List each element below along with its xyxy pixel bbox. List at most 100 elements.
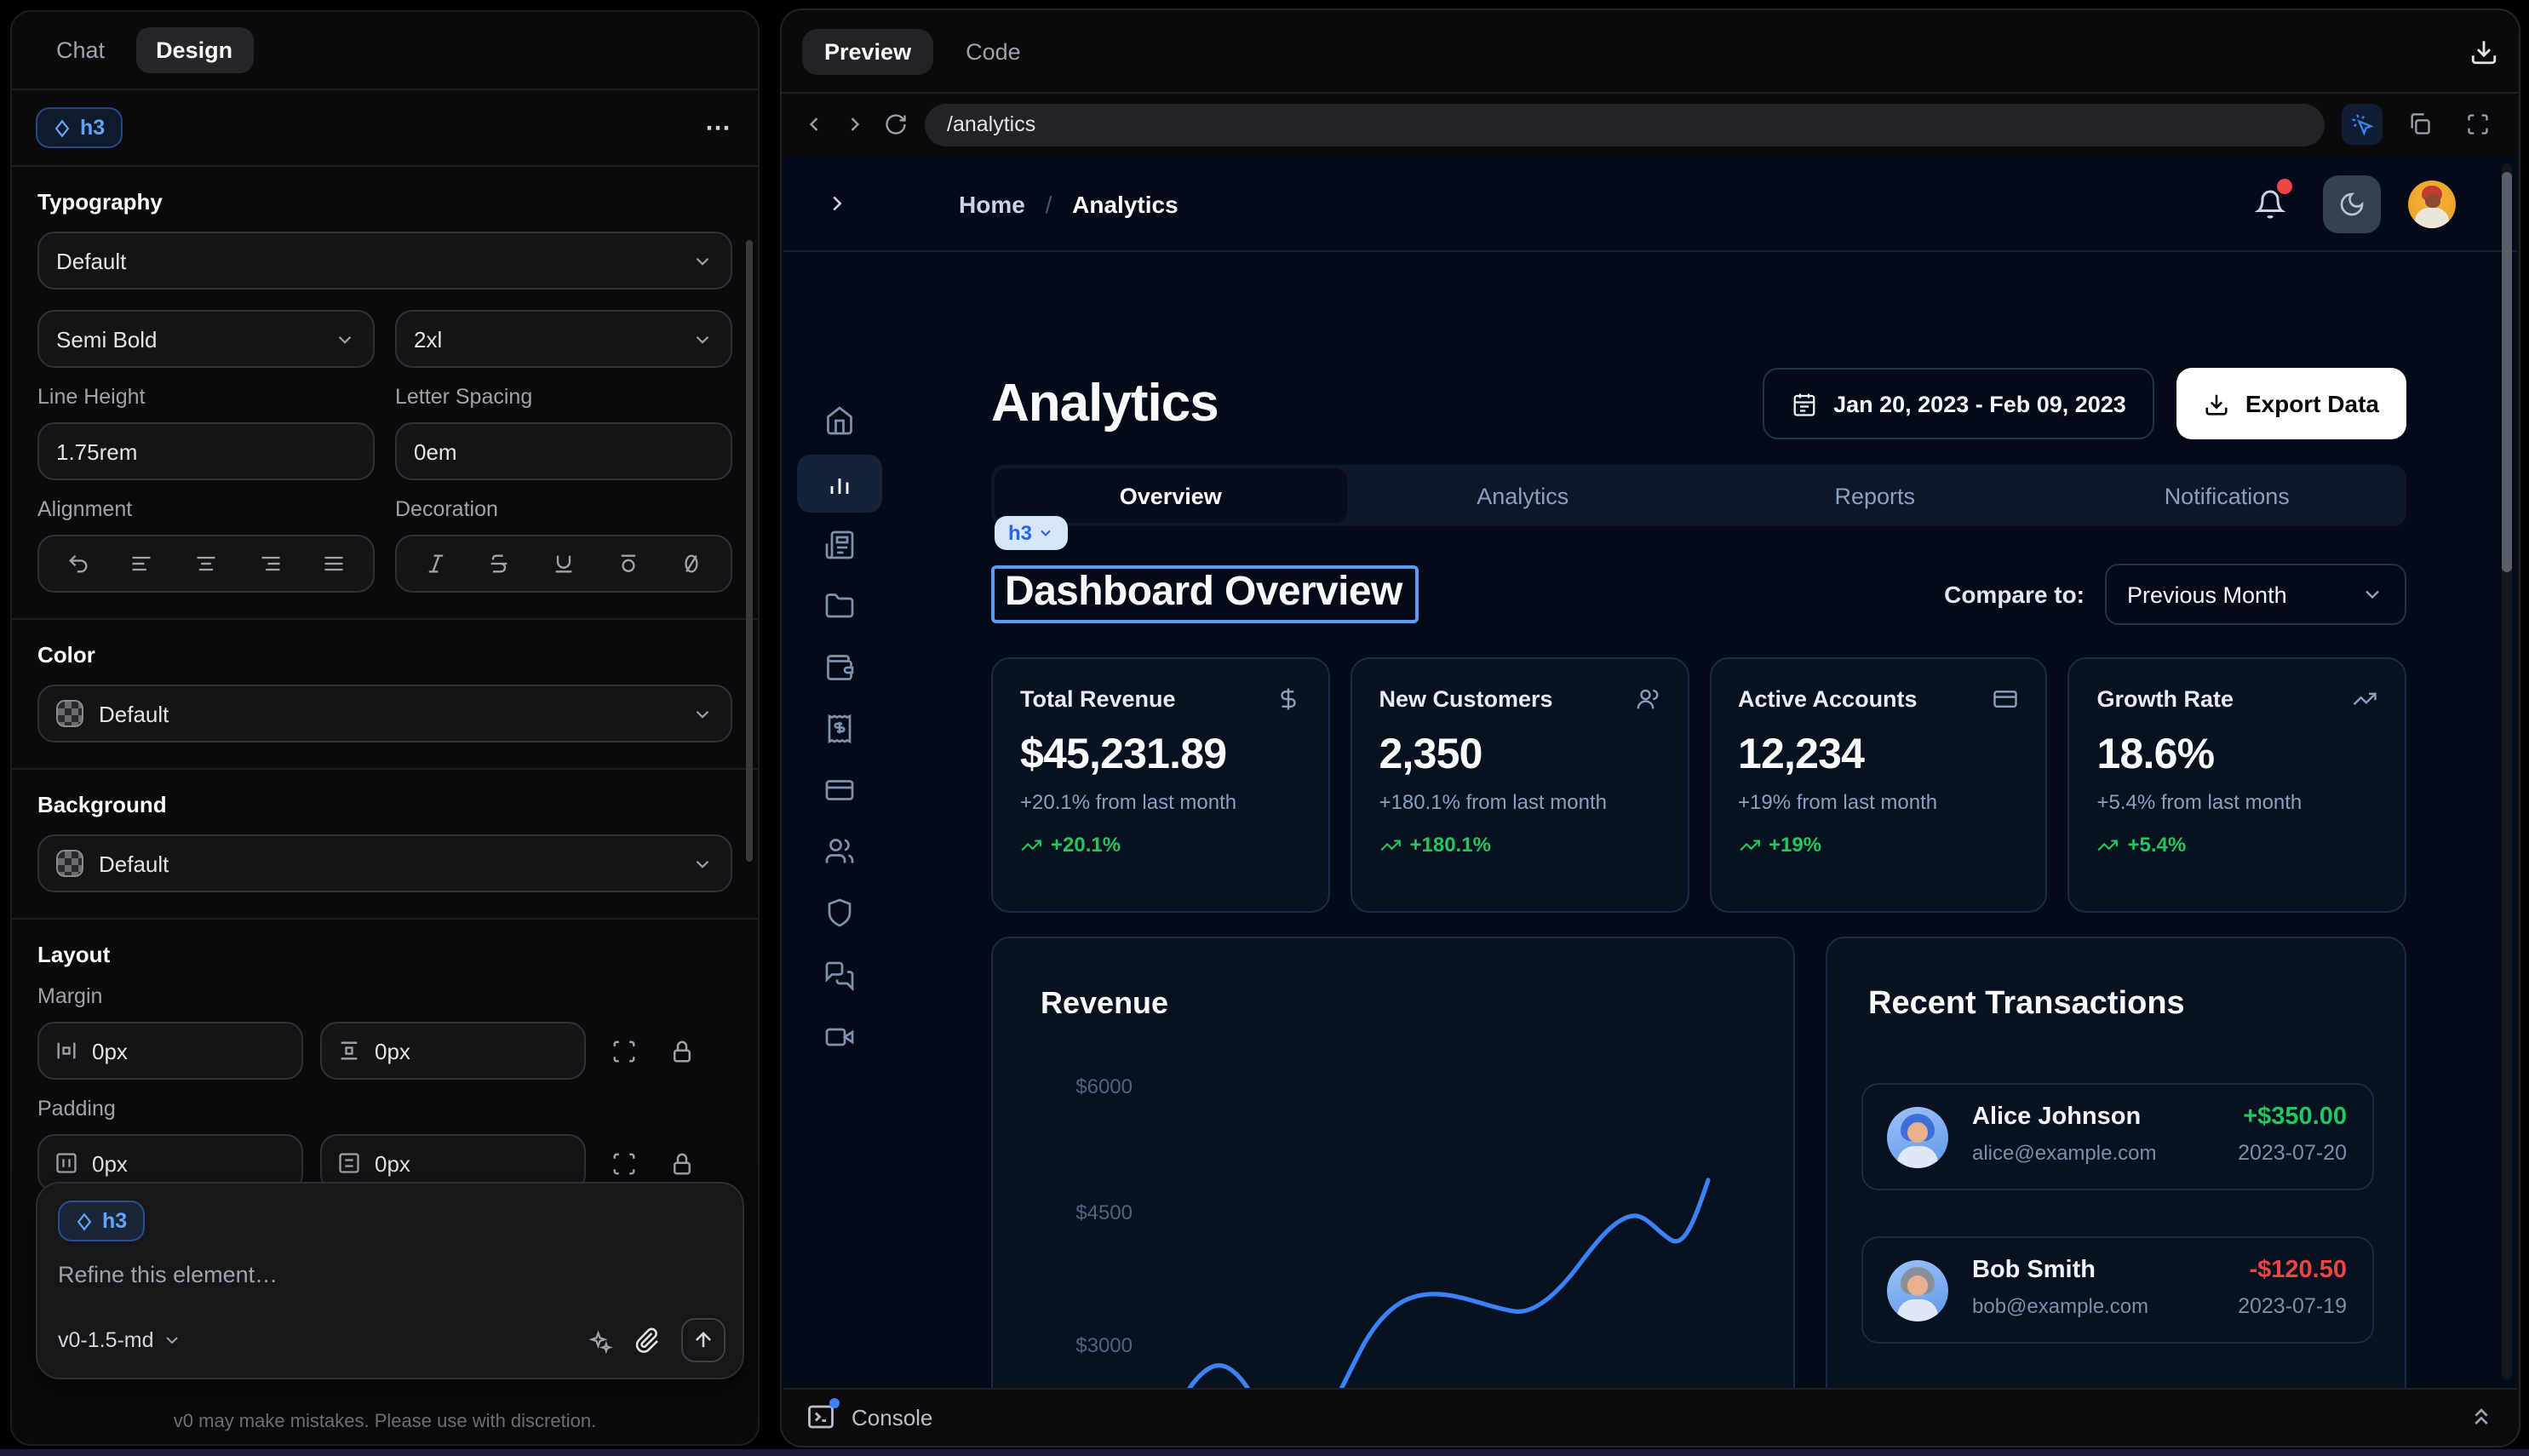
export-data-button[interactable]: Export Data: [2176, 368, 2406, 439]
tab-design[interactable]: Design: [135, 27, 254, 73]
tab-chat[interactable]: Chat: [56, 37, 106, 63]
paperclip-icon[interactable]: [634, 1327, 661, 1354]
messages-icon: [825, 961, 854, 991]
padding-horizontal-icon: [56, 1153, 77, 1173]
sidebar-expand-icon[interactable]: [824, 191, 850, 216]
chevron-down-icon: [338, 335, 352, 343]
sidebar-item-messages[interactable]: [797, 947, 882, 1005]
dashboard-sidebar: [783, 252, 892, 1444]
sidebar-item-news[interactable]: [797, 516, 882, 574]
preview-scrollbar-thumb[interactable]: [2502, 172, 2512, 572]
selected-heading-outline[interactable]: Dashboard Overview: [991, 565, 1419, 623]
sidebar-item-security[interactable]: [797, 884, 882, 942]
y-tick-3000: $3000: [1075, 1333, 1133, 1357]
background-select[interactable]: Default: [37, 834, 732, 892]
sparkles-icon[interactable]: [588, 1327, 613, 1353]
back-icon[interactable]: [802, 112, 826, 136]
chat-element-badge[interactable]: h3: [58, 1201, 145, 1241]
sidebar-item-home[interactable]: [797, 392, 882, 450]
element-more-menu[interactable]: ⋯: [705, 114, 734, 143]
margin-lock-icon[interactable]: [661, 1038, 702, 1063]
underline-icon[interactable]: [552, 552, 576, 576]
sidebar-item-video[interactable]: [797, 1008, 882, 1066]
download-icon[interactable]: [2469, 37, 2498, 66]
y-tick-4500: $4500: [1075, 1201, 1133, 1224]
chevron-down-icon: [696, 859, 709, 868]
color-select[interactable]: Default: [37, 685, 732, 742]
background-swatch-icon: [56, 850, 83, 877]
revenue-chart-title: Revenue: [1041, 986, 1169, 1020]
sidebar-item-wallet[interactable]: [797, 639, 882, 696]
tab-notifications[interactable]: Notifications: [2164, 483, 2290, 508]
dashboard-header: Home / Analytics: [783, 157, 2517, 252]
margin-x-input[interactable]: 0px: [37, 1022, 303, 1080]
padding-vertical-icon: [339, 1153, 359, 1173]
sidebar-item-cards[interactable]: [797, 761, 882, 819]
padding-expand-icon[interactable]: [603, 1150, 644, 1176]
padding-lock-icon[interactable]: [661, 1150, 702, 1176]
sidebar-item-analytics[interactable]: [797, 455, 882, 513]
tab-reports[interactable]: Reports: [1834, 483, 1916, 508]
line-height-label: Line Height: [37, 385, 146, 409]
align-center-icon[interactable]: [194, 552, 218, 576]
compare-select[interactable]: Previous Month: [2105, 564, 2406, 625]
layout-label: Layout: [37, 942, 111, 967]
preview-tab-bar: Preview Code: [782, 10, 2519, 94]
stat-card-active-accounts: Active Accounts 12,234 +19% from last mo…: [1709, 657, 2048, 913]
console-bar[interactable]: Console: [783, 1388, 2517, 1444]
undo-icon[interactable]: [66, 552, 90, 576]
calendar-icon: [1792, 393, 1815, 416]
tab-analytics[interactable]: Analytics: [1477, 483, 1569, 508]
no-decoration-icon[interactable]: [680, 552, 703, 576]
transaction-row[interactable]: Bob Smith bob@example.com -$120.50 2023-…: [1861, 1236, 2374, 1344]
newspaper-icon: [825, 530, 854, 559]
italic-icon[interactable]: [424, 552, 448, 576]
theme-toggle[interactable]: [2323, 175, 2381, 232]
preview-panel: Preview Code /analytics Home / Analytics: [780, 9, 2520, 1447]
align-justify-icon[interactable]: [322, 552, 346, 576]
breadcrumb-current: Analytics: [1072, 190, 1178, 217]
duplicate-icon[interactable]: [2400, 104, 2440, 145]
font-family-select[interactable]: Default: [37, 232, 732, 289]
font-weight-select[interactable]: Semi Bold: [37, 310, 375, 368]
url-input[interactable]: /analytics: [925, 103, 2325, 146]
strikethrough-icon[interactable]: [488, 552, 512, 576]
sidebar-item-users[interactable]: [797, 823, 882, 880]
forward-icon[interactable]: [843, 112, 867, 136]
overline-icon[interactable]: [616, 552, 639, 576]
revenue-chart-card: Revenue $6000 $4500 $3000: [991, 937, 1795, 1444]
preview-scrollbar[interactable]: [2502, 163, 2512, 1379]
align-right-icon[interactable]: [258, 552, 282, 576]
breadcrumb-home[interactable]: Home: [959, 190, 1025, 217]
font-size-select[interactable]: 2xl: [395, 310, 732, 368]
bell-icon[interactable]: [2255, 178, 2292, 219]
tab-overview[interactable]: Overview: [995, 468, 1347, 523]
model-select[interactable]: v0-1.5-md: [58, 1328, 183, 1352]
selection-tag-badge[interactable]: h3: [995, 516, 1069, 550]
refine-chat-box: h3 Refine this element… v0-1.5-md: [36, 1182, 744, 1379]
send-button[interactable]: [681, 1318, 725, 1362]
refresh-icon[interactable]: [884, 112, 908, 136]
sidebar-item-files[interactable]: [797, 577, 882, 635]
chevrons-up-icon[interactable]: [2468, 1403, 2495, 1430]
letter-spacing-input[interactable]: 0em: [395, 422, 732, 480]
tab-code[interactable]: Code: [966, 38, 1021, 64]
align-left-icon[interactable]: [130, 552, 154, 576]
avatar[interactable]: [2408, 180, 2456, 227]
sidebar-item-receipts[interactable]: [797, 700, 882, 758]
select-element-icon[interactable]: [2342, 104, 2383, 145]
line-height-input[interactable]: 1.75rem: [37, 422, 375, 480]
selected-element-badge[interactable]: h3: [36, 107, 123, 148]
y-tick-6000: $6000: [1075, 1075, 1133, 1098]
margin-y-input[interactable]: 0px: [320, 1022, 586, 1080]
typography-label: Typography: [37, 189, 163, 215]
tab-preview[interactable]: Preview: [802, 28, 934, 74]
transaction-row[interactable]: Alice Johnson alice@example.com +$350.00…: [1861, 1083, 2374, 1190]
recent-transactions-title: Recent Transactions: [1868, 986, 2185, 1022]
trending-up-icon: [2352, 686, 2377, 712]
left-panel-scrollbar[interactable]: [746, 240, 753, 862]
fullscreen-icon[interactable]: [2457, 104, 2498, 145]
chat-input[interactable]: Refine this element…: [58, 1262, 278, 1287]
date-range-picker[interactable]: Jan 20, 2023 - Feb 09, 2023: [1762, 368, 2155, 439]
margin-expand-icon[interactable]: [603, 1038, 644, 1063]
